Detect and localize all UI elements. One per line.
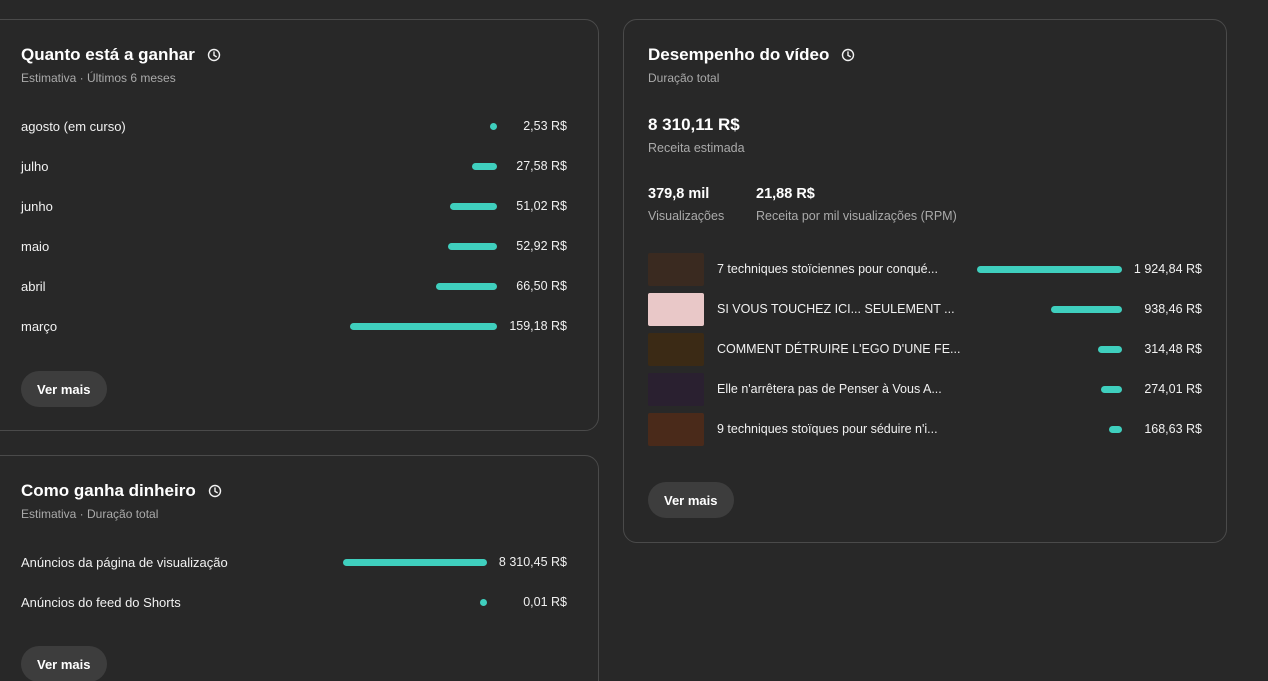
video-row-title[interactable]: SI VOUS TOUCHEZ ICI... SEULEMENT ... <box>717 302 955 316</box>
row-label: agosto (em curso) <box>21 119 126 134</box>
video-row[interactable]: Elle n'arrêtera pas de Penser à Vous A..… <box>648 373 1202 407</box>
row-value: 51,02 R$ <box>516 199 567 213</box>
video-row[interactable]: SI VOUS TOUCHEZ ICI... SEULEMENT ... 938,… <box>648 293 1202 327</box>
list-item[interactable]: maio 52,92 R$ <box>21 236 567 256</box>
video-row-bar <box>977 266 1122 273</box>
video-row-value: 314,48 R$ <box>1144 342 1202 356</box>
row-label: maio <box>21 239 50 254</box>
video-row-bar <box>1109 426 1122 433</box>
video-title: Desempenho do vídeo <box>648 45 830 64</box>
row-label: Anúncios do feed do Shorts <box>21 595 181 610</box>
video-row[interactable]: 7 techniques stoïciennes pour conqué... 1… <box>648 253 1202 287</box>
earnings-title: Quanto está a ganhar <box>21 45 195 64</box>
list-item[interactable]: agosto (em curso) 2,53 R$ <box>21 116 567 136</box>
clock-icon[interactable] <box>208 484 222 498</box>
row-label: julho <box>21 159 49 174</box>
row-bar <box>449 203 497 210</box>
row-bar <box>448 243 497 250</box>
how-title: Como ganha dinheiro <box>21 481 196 500</box>
video-card: Desempenho do vídeo Duração total 8 310,… <box>623 19 1227 543</box>
clock-icon[interactable] <box>841 48 855 62</box>
row-label: junho <box>21 199 53 214</box>
video-thumbnail[interactable] <box>648 413 704 446</box>
video-row-title[interactable]: COMMENT DÉTRUIRE L'EGO D'UNE FE... <box>717 342 961 356</box>
row-label: Anúncios da página de visualização <box>21 555 228 570</box>
list-item[interactable]: junho 51,02 R$ <box>21 196 567 216</box>
how-card: Como ganha dinheiro Estimativa · Duração… <box>0 455 599 681</box>
views-value: 379,8 mil <box>648 186 710 202</box>
row-value: 27,58 R$ <box>516 159 567 173</box>
row-bar <box>490 123 497 130</box>
earnings-title-row: Quanto está a ganhar <box>21 45 221 65</box>
video-row-title[interactable]: 9 techniques stoïques pour séduire n'i..… <box>717 422 938 436</box>
video-row-value: 274,01 R$ <box>1144 382 1202 396</box>
video-thumbnail[interactable] <box>648 373 704 406</box>
row-bar <box>435 283 497 290</box>
video-row[interactable]: COMMENT DÉTRUIRE L'EGO D'UNE FE... 314,48… <box>648 333 1202 367</box>
list-item[interactable]: julho 27,58 R$ <box>21 156 567 176</box>
video-row-value: 168,63 R$ <box>1144 422 1202 436</box>
earnings-card: Quanto está a ganhar Estimativa · Último… <box>0 19 599 431</box>
row-value: 8 310,45 R$ <box>498 555 567 569</box>
list-item[interactable]: março 159,18 R$ <box>21 316 567 336</box>
how-title-row: Como ganha dinheiro <box>21 481 222 501</box>
how-subtitle: Estimativa · Duração total <box>21 507 159 521</box>
row-value: 52,92 R$ <box>516 239 567 253</box>
earnings-subtitle: Estimativa · Últimos 6 meses <box>21 71 176 85</box>
rpm-value: 21,88 R$ <box>756 186 815 202</box>
row-bar <box>471 163 497 170</box>
video-title-row: Desempenho do vídeo <box>648 45 855 65</box>
video-row-bar <box>1101 386 1122 393</box>
video-row-bar <box>1051 306 1122 313</box>
row-value: 159,18 R$ <box>509 319 567 333</box>
video-row-title[interactable]: Elle n'arrêtera pas de Penser à Vous A..… <box>717 382 942 396</box>
video-thumbnail[interactable] <box>648 253 704 286</box>
views-label: Visualizações <box>648 209 725 223</box>
video-row[interactable]: 9 techniques stoïques pour séduire n'i..… <box>648 413 1202 447</box>
video-row-bar <box>1098 346 1122 353</box>
rpm-label: Receita por mil visualizações (RPM) <box>756 209 957 223</box>
row-bar <box>343 559 487 566</box>
revenue-value: 8 310,11 R$ <box>648 115 740 134</box>
row-value: 66,50 R$ <box>516 279 567 293</box>
revenue-label: Receita estimada <box>648 141 745 155</box>
row-bar <box>480 599 487 606</box>
row-bar <box>350 323 497 330</box>
clock-icon[interactable] <box>207 48 221 62</box>
earnings-see-more-button[interactable]: Ver mais <box>21 371 107 407</box>
video-thumbnail[interactable] <box>648 293 704 326</box>
how-see-more-button[interactable]: Ver mais <box>21 646 107 681</box>
row-value: 2,53 R$ <box>523 119 567 133</box>
video-thumbnail[interactable] <box>648 333 704 366</box>
row-value: 0,01 R$ <box>523 595 567 609</box>
video-subtitle: Duração total <box>648 71 720 85</box>
video-see-more-button[interactable]: Ver mais <box>648 482 734 518</box>
list-item[interactable]: Anúncios da página de visualização 8 310,… <box>21 552 567 572</box>
list-item[interactable]: Anúncios do feed do Shorts 0,01 R$ <box>21 592 567 612</box>
row-label: março <box>21 319 58 334</box>
video-row-title[interactable]: 7 techniques stoïciennes pour conqué... <box>717 262 938 276</box>
video-row-value: 1 924,84 R$ <box>1133 262 1202 276</box>
row-label: abril <box>21 279 46 294</box>
video-row-value: 938,46 R$ <box>1144 302 1202 316</box>
list-item[interactable]: abril 66,50 R$ <box>21 276 567 296</box>
